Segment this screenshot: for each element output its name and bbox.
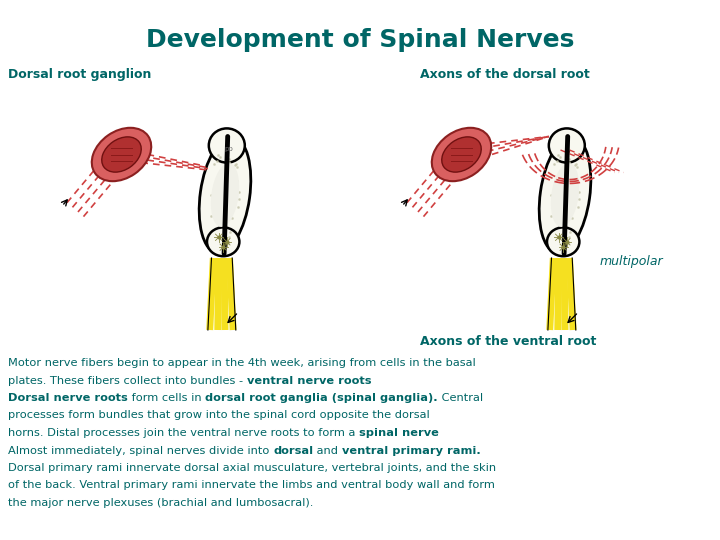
Text: the major nerve plexuses (brachial and lumbosacral).: the major nerve plexuses (brachial and l…	[8, 498, 313, 508]
Text: form cells in: form cells in	[127, 393, 205, 403]
Ellipse shape	[211, 163, 239, 227]
Text: of the back. Ventral primary rami innervate the limbs and ventral body wall and : of the back. Ventral primary rami innerv…	[8, 481, 495, 490]
Ellipse shape	[102, 137, 141, 172]
Text: Axons of the ventral root: Axons of the ventral root	[420, 335, 596, 348]
Ellipse shape	[442, 137, 481, 172]
Text: Development of Spinal Nerves: Development of Spinal Nerves	[146, 28, 574, 52]
Ellipse shape	[432, 128, 491, 181]
Text: and: and	[313, 446, 342, 456]
Text: Dorsal root ganglion: Dorsal root ganglion	[8, 68, 151, 81]
Ellipse shape	[551, 163, 579, 227]
Text: Axons of the dorsal root: Axons of the dorsal root	[420, 68, 590, 81]
Ellipse shape	[209, 129, 245, 163]
Text: spinal nerve: spinal nerve	[359, 428, 439, 438]
Text: Dorsal primary rami innervate dorsal axial musculature, vertebral joints, and th: Dorsal primary rami innervate dorsal axi…	[8, 463, 496, 473]
Ellipse shape	[539, 137, 591, 253]
Text: ventral nerve roots: ventral nerve roots	[247, 375, 372, 386]
Text: Almost immediately, spinal nerves divide into: Almost immediately, spinal nerves divide…	[8, 446, 273, 456]
Text: Motor nerve fibers begin to appear in the 4th week, arising from cells in the ba: Motor nerve fibers begin to appear in th…	[8, 358, 476, 368]
Ellipse shape	[207, 227, 239, 256]
Text: Central: Central	[438, 393, 482, 403]
Text: processes form bundles that grow into the spinal cord opposite the dorsal: processes form bundles that grow into th…	[8, 410, 430, 421]
Text: Dorsal nerve roots: Dorsal nerve roots	[8, 393, 127, 403]
Ellipse shape	[199, 137, 251, 253]
Text: ventral primary rami.: ventral primary rami.	[342, 446, 480, 456]
Text: plates. These fibers collect into bundles -: plates. These fibers collect into bundle…	[8, 375, 247, 386]
Ellipse shape	[91, 128, 151, 181]
Ellipse shape	[549, 129, 585, 163]
Ellipse shape	[547, 227, 580, 256]
Text: dorsal: dorsal	[273, 446, 313, 456]
Text: multipolar: multipolar	[600, 255, 664, 268]
Text: horns. Distal processes join the ventral nerve roots to form a: horns. Distal processes join the ventral…	[8, 428, 359, 438]
Text: pp: pp	[225, 145, 233, 152]
Text: dorsal root ganglia (spinal ganglia).: dorsal root ganglia (spinal ganglia).	[205, 393, 438, 403]
